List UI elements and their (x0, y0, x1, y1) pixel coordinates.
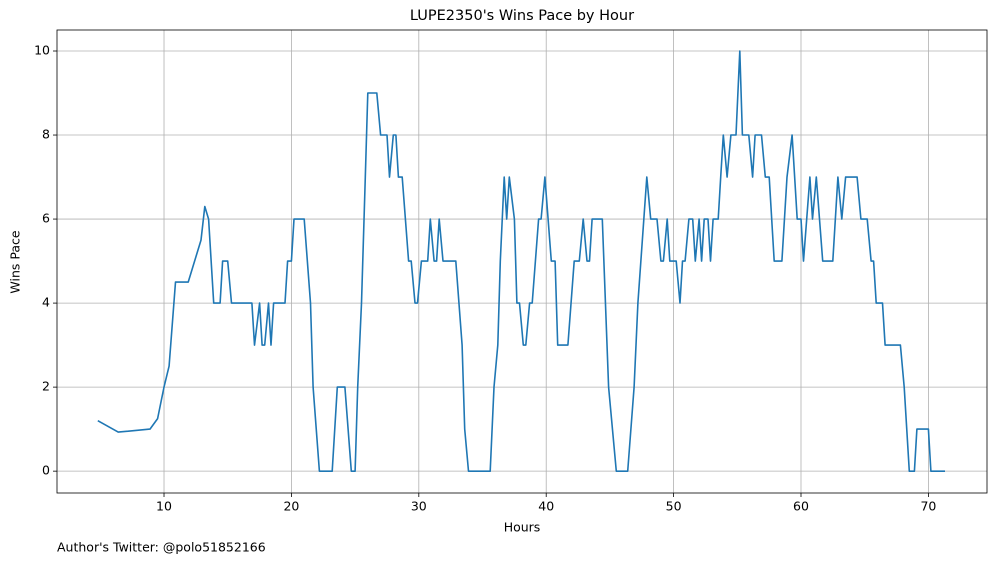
x-tick-label: 30 (411, 499, 427, 514)
x-tick-label: 40 (538, 499, 554, 514)
x-tick-label: 50 (666, 499, 682, 514)
y-tick-label: 2 (42, 379, 50, 394)
x-axis-label: Hours (504, 520, 541, 535)
annotation: Author's Twitter: @polo51852166 (57, 540, 266, 555)
x-tick-label: 10 (156, 499, 172, 514)
y-tick-label: 4 (42, 295, 50, 310)
y-tick-label: 0 (42, 463, 50, 478)
data-line (97, 50, 945, 472)
y-tick-label: 6 (42, 211, 50, 226)
chart-title: LUPE2350's Wins Pace by Hour (410, 8, 634, 24)
y-tick-label: 10 (34, 43, 50, 58)
x-tick-label: 20 (283, 499, 299, 514)
x-tick-label: 60 (793, 499, 809, 514)
x-tick-label: 70 (920, 499, 936, 514)
y-tick-label: 8 (42, 127, 50, 142)
plot-frame (56, 29, 988, 494)
y-axis-label: Wins Pace (8, 230, 23, 293)
